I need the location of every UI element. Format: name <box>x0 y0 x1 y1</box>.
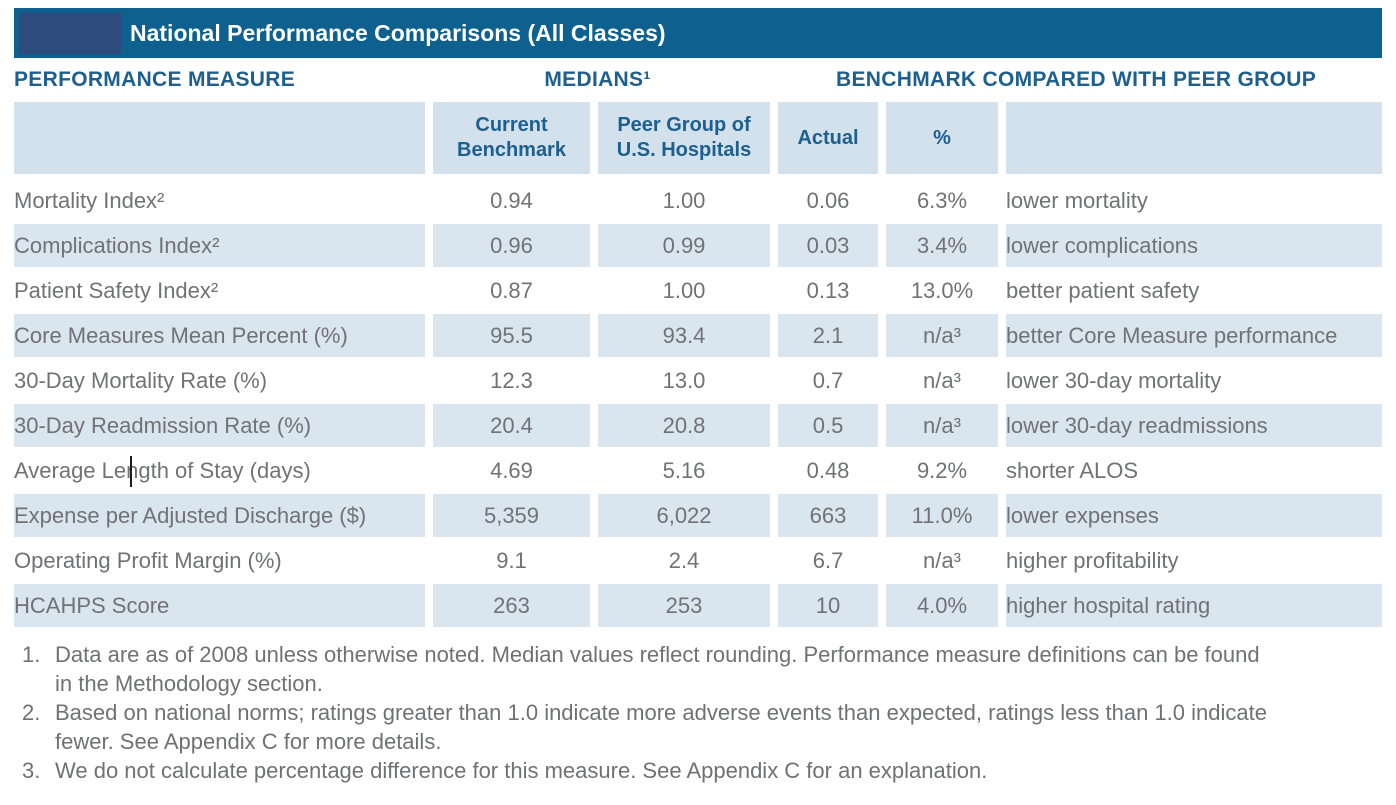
subheader-actual: Actual <box>770 102 879 177</box>
table-row: HCAHPS Score 263 253 10 4.0% higher hosp… <box>14 582 1383 627</box>
measure-label: HCAHPS Score <box>14 592 170 618</box>
text-cursor <box>130 456 132 487</box>
comparison-label: better patient safety <box>998 267 1383 312</box>
actual-difference-value: 10 <box>770 582 879 627</box>
measure-label: Average Length of Stay (days) <box>14 457 311 483</box>
measure-label: Mortality Index² <box>14 187 165 213</box>
current-benchmark-value: 0.94 <box>425 177 590 222</box>
footnote-number: 3. <box>22 758 41 783</box>
actual-difference-value: 0.5 <box>770 402 879 447</box>
percent-difference-value: 11.0% <box>878 492 999 537</box>
column-header-performance-measure: PERFORMANCE MEASURE <box>14 58 425 102</box>
percent-difference-value: 9.2% <box>878 447 999 492</box>
footnote-1: 1. Data are as of 2008 unless otherwise … <box>14 640 1382 698</box>
current-benchmark-value: 5,359 <box>425 492 590 537</box>
comparison-label: higher hospital rating <box>998 582 1383 627</box>
table-row: Patient Safety Index² 0.87 1.00 0.13 13.… <box>14 267 1383 312</box>
current-benchmark-value: 0.96 <box>425 222 590 267</box>
column-header-medians: MEDIANS¹ <box>425 58 771 102</box>
subheader-current-benchmark: Current Benchmark <box>425 102 590 177</box>
table-title-bar: National Performance Comparisons (All Cl… <box>14 8 1382 58</box>
actual-difference-value: 0.03 <box>770 222 879 267</box>
percent-difference-value: n/a³ <box>878 357 999 402</box>
peer-group-value: 253 <box>590 582 771 627</box>
actual-difference-value: 663 <box>770 492 879 537</box>
actual-difference-value: 0.48 <box>770 447 879 492</box>
table-row: Operating Profit Margin (%) 9.1 2.4 6.7 … <box>14 537 1383 582</box>
peer-group-value: 20.8 <box>590 402 771 447</box>
peer-group-value: 6,022 <box>590 492 771 537</box>
current-benchmark-value: 4.69 <box>425 447 590 492</box>
percent-difference-value: 3.4% <box>878 222 999 267</box>
peer-group-value: 5.16 <box>590 447 771 492</box>
column-group-header-row: PERFORMANCE MEASURE MEDIANS¹ BENCHMARK C… <box>14 58 1383 102</box>
peer-group-value: 1.00 <box>590 177 771 222</box>
current-benchmark-value: 9.1 <box>425 537 590 582</box>
percent-difference-value: n/a³ <box>878 312 999 357</box>
peer-group-value: 1.00 <box>590 267 771 312</box>
peer-group-value: 13.0 <box>590 357 771 402</box>
current-benchmark-value: 95.5 <box>425 312 590 357</box>
table-row: 30-Day Readmission Rate (%) 20.4 20.8 0.… <box>14 402 1383 447</box>
footnote-2: 2. Based on national norms; ratings grea… <box>14 698 1382 756</box>
actual-difference-value: 2.1 <box>770 312 879 357</box>
percent-difference-value: 6.3% <box>878 177 999 222</box>
actual-difference-value: 0.7 <box>770 357 879 402</box>
comparison-label: lower 30-day mortality <box>998 357 1383 402</box>
measure-label: Core Measures Mean Percent (%) <box>14 322 348 348</box>
footnotes: 1. Data are as of 2008 unless otherwise … <box>14 627 1382 785</box>
table-row: Core Measures Mean Percent (%) 95.5 93.4… <box>14 312 1383 357</box>
subheader-blank-measure <box>14 102 425 177</box>
peer-group-value: 2.4 <box>590 537 771 582</box>
table-row: Expense per Adjusted Discharge ($) 5,359… <box>14 492 1383 537</box>
subheader-percent: % <box>878 102 999 177</box>
footnote-text: Data are as of 2008 unless otherwise not… <box>55 642 1260 696</box>
comparison-label: shorter ALOS <box>998 447 1383 492</box>
current-benchmark-value: 0.87 <box>425 267 590 312</box>
performance-table: PERFORMANCE MEASURE MEDIANS¹ BENCHMARK C… <box>14 58 1383 627</box>
footnote-number: 1. <box>22 642 41 667</box>
table-row: Complications Index² 0.96 0.99 0.03 3.4%… <box>14 222 1383 267</box>
footnote-text: Based on national norms; ratings greater… <box>55 700 1267 754</box>
measure-label: Patient Safety Index² <box>14 277 219 303</box>
percent-difference-value: n/a³ <box>878 402 999 447</box>
current-benchmark-value: 12.3 <box>425 357 590 402</box>
measure-label: Complications Index² <box>14 232 220 258</box>
footnote-number: 2. <box>22 700 41 725</box>
actual-difference-value: 0.13 <box>770 267 879 312</box>
measure-label: 30-Day Readmission Rate (%) <box>14 412 312 438</box>
column-header-benchmark-compared: BENCHMARK COMPARED WITH PEER GROUP <box>770 58 1383 102</box>
current-benchmark-value: 20.4 <box>425 402 590 447</box>
table-row: 30-Day Mortality Rate (%) 12.3 13.0 0.7 … <box>14 357 1383 402</box>
table-title: National Performance Comparisons (All Cl… <box>130 19 666 46</box>
table-row: Mortality Index² 0.94 1.00 0.06 6.3% low… <box>14 177 1383 222</box>
comparison-label: higher profitability <box>998 537 1383 582</box>
actual-difference-value: 6.7 <box>770 537 879 582</box>
measure-label: Expense per Adjusted Discharge ($) <box>14 502 367 528</box>
measure-label: 30-Day Mortality Rate (%) <box>14 367 268 393</box>
footnote-3: 3. We do not calculate percentage differ… <box>14 756 1382 785</box>
subheader-blank-comparison <box>998 102 1383 177</box>
subheader-peer-group: Peer Group of U.S. Hospitals <box>590 102 771 177</box>
sub-header-row: Current Benchmark Peer Group of U.S. Hos… <box>14 102 1383 177</box>
peer-group-value: 93.4 <box>590 312 771 357</box>
percent-difference-value: 4.0% <box>878 582 999 627</box>
comparison-label: better Core Measure performance <box>998 312 1383 357</box>
comparison-label: lower 30-day readmissions <box>998 402 1383 447</box>
table-row: Average Length of Stay (days) 4.69 5.16 … <box>14 447 1383 492</box>
measure-label: Operating Profit Margin (%) <box>14 547 282 573</box>
current-benchmark-value: 263 <box>425 582 590 627</box>
percent-difference-value: 13.0% <box>878 267 999 312</box>
title-badge <box>19 12 121 54</box>
actual-difference-value: 0.06 <box>770 177 879 222</box>
comparison-label: lower mortality <box>998 177 1383 222</box>
table-body: Mortality Index² 0.94 1.00 0.06 6.3% low… <box>14 177 1383 627</box>
comparison-label: lower expenses <box>998 492 1383 537</box>
peer-group-value: 0.99 <box>590 222 771 267</box>
comparison-label: lower complications <box>998 222 1383 267</box>
footnote-text: We do not calculate percentage differenc… <box>55 758 988 783</box>
percent-difference-value: n/a³ <box>878 537 999 582</box>
